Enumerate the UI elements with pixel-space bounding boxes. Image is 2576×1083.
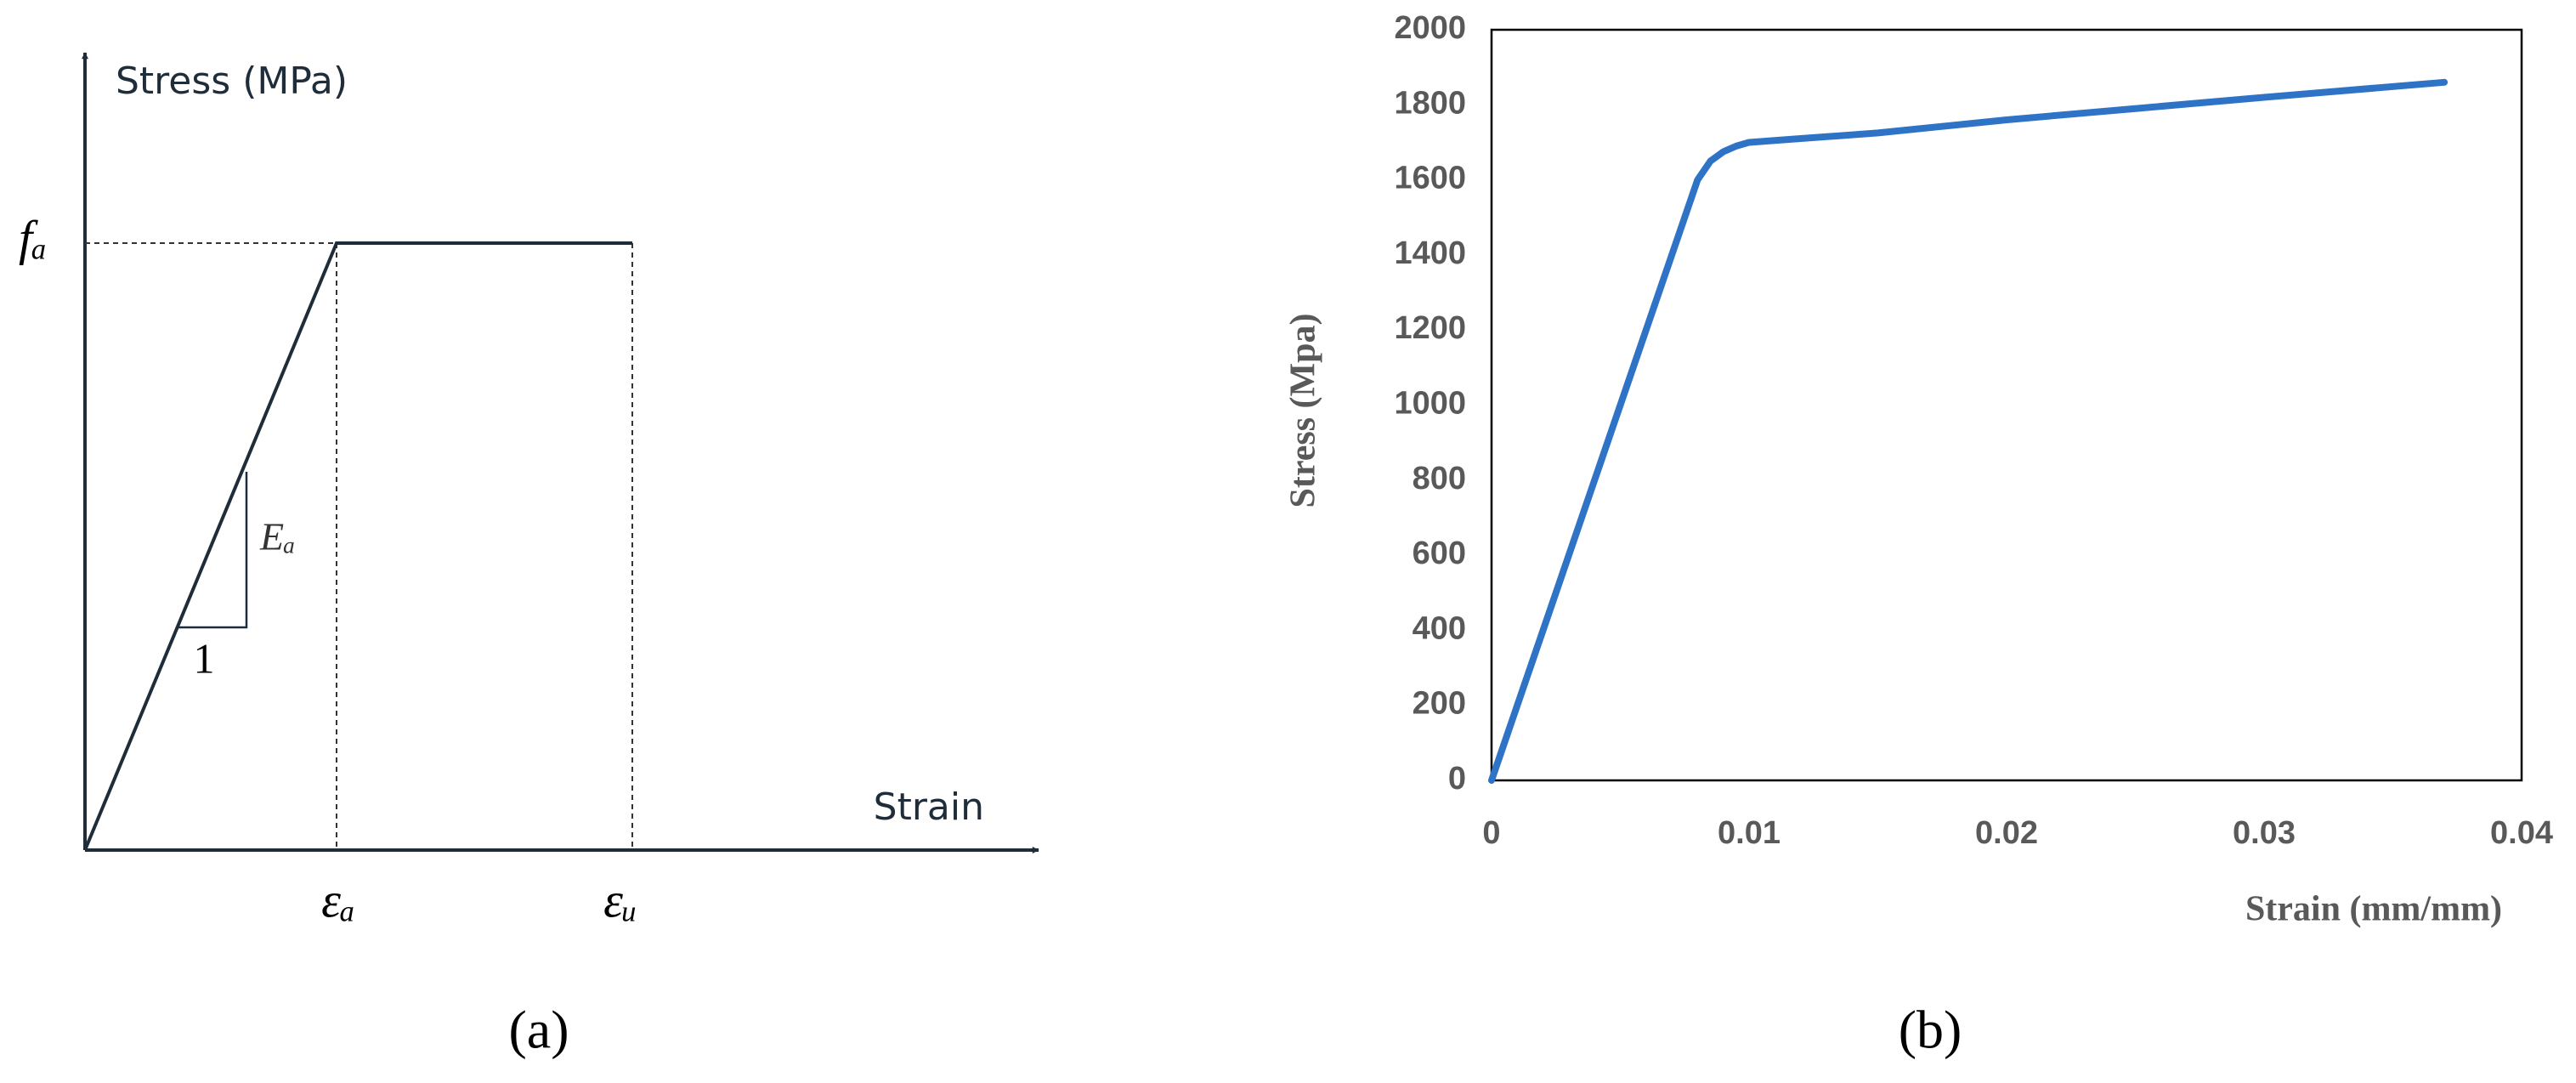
x-tick-label: 0.04 <box>2490 815 2553 851</box>
y-tick-label: 1600 <box>1394 161 1466 196</box>
y-tick-label: 2000 <box>1394 10 1466 46</box>
y-axis-label: Stress (Mpa) <box>1284 313 1323 507</box>
model-curve <box>83 241 632 851</box>
caption: (a) <box>508 1000 569 1060</box>
data-line <box>1488 78 2449 784</box>
run-label: 1 <box>194 634 215 682</box>
y-tick-label: 200 <box>1413 686 1466 722</box>
strain-label: εₐ <box>321 872 355 927</box>
x-tick-label: 0.03 <box>2233 815 2296 851</box>
y-tick-label: 400 <box>1413 610 1466 646</box>
y-axis-label: Stress (MPa) <box>116 60 348 103</box>
caption: (b) <box>1899 1000 1962 1060</box>
slope-label: Eₐ <box>259 515 296 559</box>
peak-label: fₐ <box>19 210 47 265</box>
x-axis-label: Strain <box>874 785 984 829</box>
slope-triangle <box>178 472 248 629</box>
panel-b: Stress (Mpa) Strain (mm/mm) (b) 0 200 400 6… <box>1284 10 2553 1060</box>
x-axis-label: Strain (mm/mm) <box>2245 890 2502 929</box>
y-tick-label: 1400 <box>1394 235 1466 271</box>
x-tick-label: 0.01 <box>1718 815 1781 851</box>
y-tick-label: 800 <box>1413 461 1466 496</box>
y-tick-label: 1800 <box>1394 85 1466 121</box>
strain-label: εᵤ <box>603 872 637 927</box>
plot-frame <box>1490 28 2523 782</box>
panel-a: Stress (MPa) Strain fₐ εₐ εᵤ Eₐ 1 (a) <box>19 52 1039 1060</box>
y-tick-label: 1200 <box>1394 310 1466 346</box>
y-tick-label: 0 <box>1448 761 1466 797</box>
x-tick-label: 0.02 <box>1975 815 2038 851</box>
y-tick-label: 600 <box>1413 536 1466 571</box>
x-tick-label: 0 <box>1482 815 1500 851</box>
y-tick-label: 1000 <box>1394 386 1466 422</box>
